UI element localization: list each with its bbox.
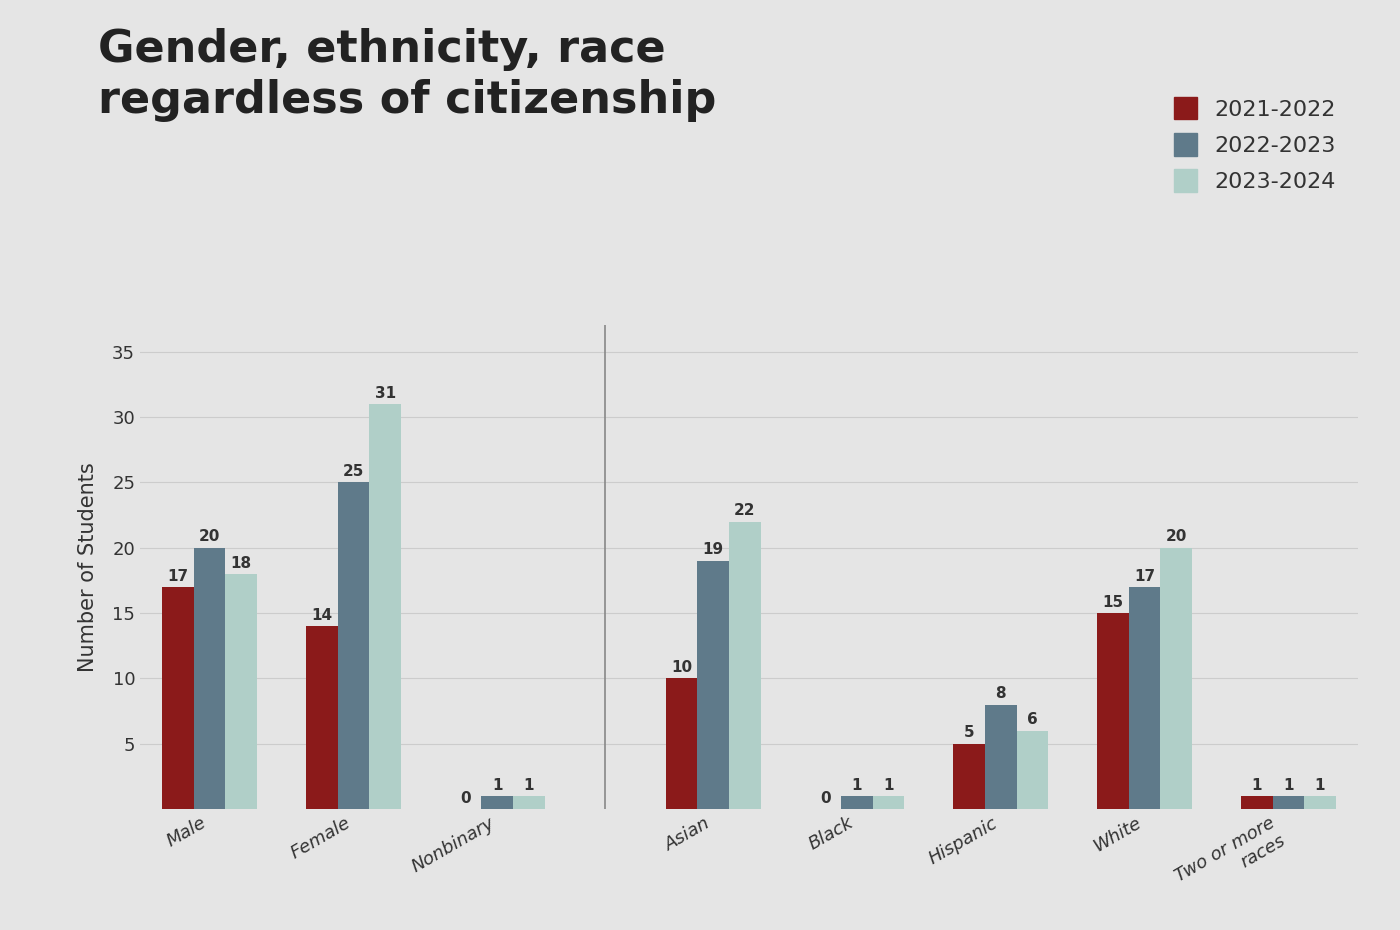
Legend: 2021-2022, 2022-2023, 2023-2024: 2021-2022, 2022-2023, 2023-2024	[1163, 86, 1347, 203]
Text: 17: 17	[168, 568, 189, 584]
Text: Gender, ethnicity, race
regardless of citizenship: Gender, ethnicity, race regardless of ci…	[98, 28, 717, 123]
Bar	[953, 744, 984, 809]
Text: 1: 1	[1252, 777, 1261, 792]
Text: 18: 18	[231, 555, 252, 571]
Y-axis label: Number of Students: Number of Students	[78, 462, 98, 672]
Bar	[1240, 796, 1273, 809]
Bar	[665, 678, 697, 809]
Text: 1: 1	[524, 777, 535, 792]
Bar	[729, 522, 760, 809]
Bar	[1098, 613, 1128, 809]
Text: 19: 19	[703, 542, 724, 557]
Text: 8: 8	[995, 686, 1007, 701]
Bar	[841, 796, 872, 809]
Text: 31: 31	[375, 386, 396, 401]
Bar	[1128, 587, 1161, 809]
Text: 6: 6	[1028, 712, 1037, 727]
Text: 15: 15	[1102, 595, 1123, 610]
Bar	[1016, 731, 1049, 809]
Text: 1: 1	[1315, 777, 1326, 792]
Bar	[162, 587, 193, 809]
Text: 0: 0	[820, 790, 830, 805]
Text: 17: 17	[1134, 568, 1155, 584]
Bar	[697, 561, 729, 809]
Text: 1: 1	[1284, 777, 1294, 792]
Bar	[1273, 796, 1305, 809]
Bar	[514, 796, 545, 809]
Bar	[337, 483, 370, 809]
Text: 25: 25	[343, 464, 364, 479]
Text: 20: 20	[1166, 529, 1187, 544]
Bar	[193, 548, 225, 809]
Bar	[370, 404, 400, 809]
Bar	[307, 626, 337, 809]
Bar	[482, 796, 514, 809]
Bar	[872, 796, 904, 809]
Text: 5: 5	[963, 725, 974, 740]
Bar	[225, 574, 258, 809]
Bar	[1305, 796, 1336, 809]
Text: 20: 20	[199, 529, 220, 544]
Bar	[984, 705, 1016, 809]
Text: 10: 10	[671, 660, 692, 675]
Bar	[1161, 548, 1191, 809]
Text: 22: 22	[734, 503, 756, 518]
Text: 0: 0	[461, 790, 470, 805]
Text: 1: 1	[883, 777, 893, 792]
Text: 1: 1	[491, 777, 503, 792]
Text: 1: 1	[851, 777, 862, 792]
Text: 14: 14	[311, 608, 332, 623]
